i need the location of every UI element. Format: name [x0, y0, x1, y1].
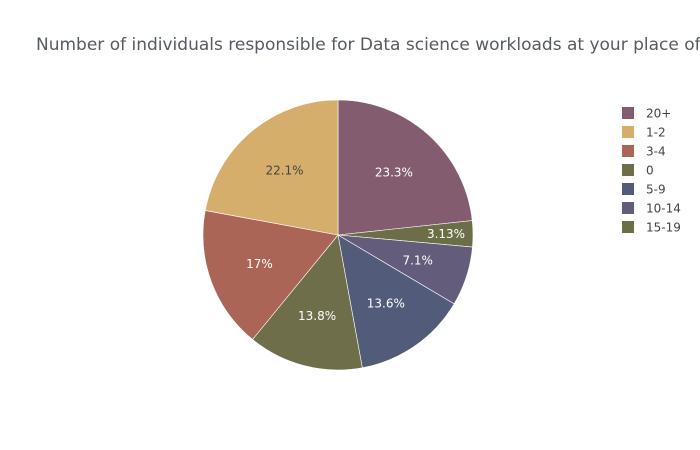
legend-item-5-9[interactable]: 5-9: [622, 183, 666, 197]
legend-swatch-3-4: [622, 145, 634, 157]
legend-item-20-plus[interactable]: 20+: [622, 107, 671, 121]
pie-slices: [202, 99, 474, 371]
chart-title: Number of individuals responsible for Da…: [36, 35, 700, 55]
legend-swatch-10-14: [622, 202, 634, 214]
legend-item-15-19[interactable]: 15-19: [622, 221, 681, 235]
legend-swatch-0: [622, 164, 634, 176]
pie-slice-20-plus[interactable]: [337, 99, 473, 236]
legend-item-3-4[interactable]: 3-4: [622, 145, 666, 159]
legend-item-10-14[interactable]: 10-14: [622, 202, 681, 216]
legend-item-1-2[interactable]: 1-2: [622, 126, 666, 140]
slice-label-15-19: 3.13%: [427, 227, 465, 241]
slice-label-1-2: 22.1%: [265, 164, 303, 178]
pie-slice-0[interactable]: [252, 234, 363, 371]
slice-label-5-9: 13.6%: [367, 297, 405, 311]
slice-label-10-14: 7.1%: [402, 254, 433, 268]
slice-label-0: 13.8%: [298, 309, 336, 323]
legend-label-5-9: 5-9: [646, 183, 666, 197]
legend-label-1-2: 1-2: [646, 126, 666, 140]
slice-label-20-plus: 23.3%: [375, 166, 413, 180]
legend-item-0[interactable]: 0: [622, 164, 654, 178]
legend-label-3-4: 3-4: [646, 145, 666, 159]
pie-slice-labels: 23.3% 3.13% 7.1% 13.6% 13.8% 17% 22.1%: [246, 164, 465, 323]
legend-swatch-20-plus: [622, 107, 634, 119]
legend-label-20-plus: 20+: [646, 107, 671, 121]
legend-swatch-1-2: [622, 126, 634, 138]
legend-swatch-15-19: [622, 221, 634, 233]
legend: 20+ 1-2 3-4 0 5-9 10-14 15-19: [622, 107, 681, 235]
legend-swatch-5-9: [622, 183, 634, 195]
slice-label-3-4: 17%: [246, 257, 273, 271]
legend-label-10-14: 10-14: [646, 202, 681, 216]
pie-slice-5-9[interactable]: [337, 234, 455, 369]
legend-label-0: 0: [646, 164, 654, 178]
legend-label-15-19: 15-19: [646, 221, 681, 235]
pie-slice-3-4[interactable]: [202, 210, 339, 340]
pie-slice-1-2[interactable]: [204, 99, 339, 236]
